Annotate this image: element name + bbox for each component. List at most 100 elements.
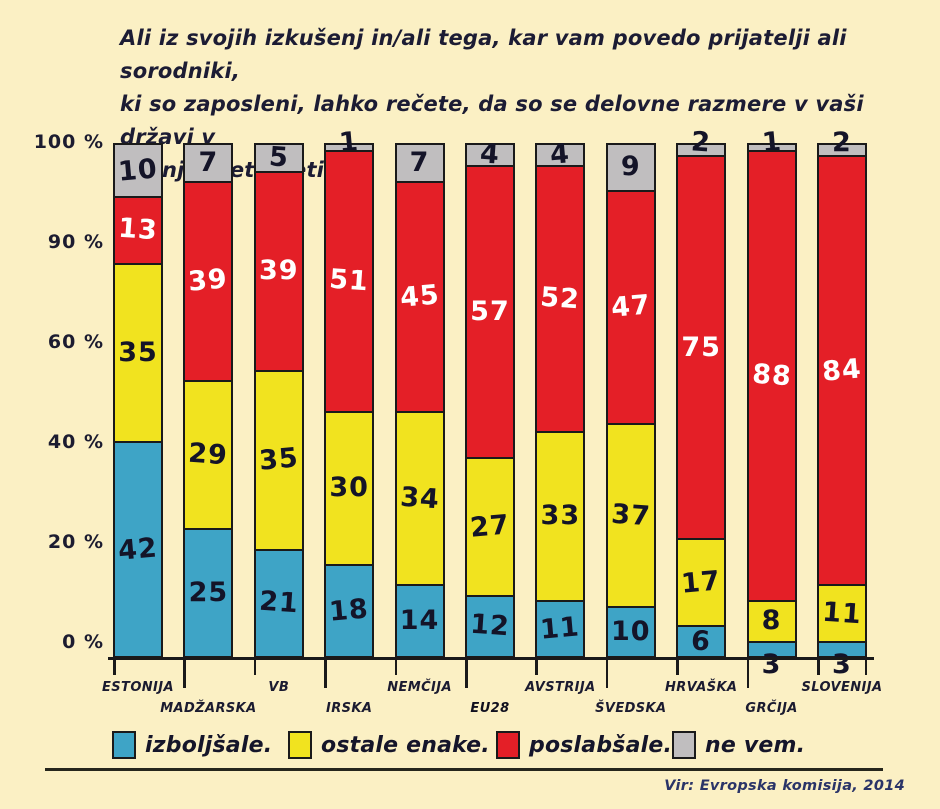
segment-value: 39 [258,255,299,287]
segment-value: 7 [198,146,219,178]
segment-value: 57 [470,296,510,328]
segment-blue-grčija: 3 [748,640,795,678]
axis-tick [817,658,820,675]
segment-red-švedska: 47 [607,189,654,423]
segment-value: 45 [398,279,441,314]
segment-value: 30 [329,472,369,504]
segment-blue-vb: 21 [255,548,302,656]
segment-gray-švedska: 9 [607,145,654,190]
bar-eu28: 4 57 27 12 [464,139,515,658]
segment-red-estonija: 13 [115,196,161,263]
bar-hrvaška: 2 75 17 6 [676,126,727,658]
segment-blue-hrvaška: 6 [678,625,725,658]
country-label-nemčija: NEMČIJA [387,680,452,695]
axis-tick [605,658,609,688]
segment-value: 18 [328,593,371,628]
segment-value: 33 [540,500,581,532]
segment-value: 75 [681,331,721,363]
footer-divider [45,768,883,771]
source-credit: Vir: Evropska komisija, 2014 [664,778,905,794]
y-axis-label: 40 % [47,431,104,453]
legend-item-yellow: ostale enake. [288,729,490,761]
axis-tick [535,658,538,675]
segment-red-eu28: 57 [466,165,513,457]
axis-tick [746,658,750,688]
segment-blue-nemčija: 14 [396,584,443,656]
segment-value: 39 [187,263,230,299]
segment-value: 5 [267,141,290,174]
country-label-estonija: ESTONIJA [102,680,174,695]
segment-value: 10 [116,152,160,188]
legend-swatch-gray [672,731,696,759]
segment-blue-madžarska: 25 [185,528,232,656]
plot-area: 10 13 35 42 7 39 29 25 5 39 35 21 1 51 30 18 7 45 34 14 4 57 2… [113,126,867,678]
country-label-švedska: ŠVEDSKA [595,701,667,716]
legend-label: ne vem. [705,732,806,758]
axis-tick [394,658,398,675]
segment-blue-eu28: 12 [466,594,513,656]
axis-tick [253,658,257,675]
segment-value: 25 [188,577,229,609]
segment-gray-eu28: 4 [466,139,513,171]
segment-value: 35 [118,336,158,368]
segment-red-slovenija: 84 [818,155,865,585]
segment-yellow-slovenija: 11 [818,584,865,641]
segment-value: 13 [117,212,159,247]
segment-yellow-vb: 35 [255,369,302,549]
legend-label: ostale enake. [321,732,490,758]
segment-red-grčija: 88 [748,150,795,600]
segment-value: 11 [821,596,863,630]
axis-tick [676,658,679,675]
segment-value: 6 [690,625,713,658]
segment-value: 52 [539,281,582,316]
segment-value: 51 [328,264,371,298]
legend-item-gray: ne vem. [672,729,805,761]
segment-red-avstrija: 52 [537,165,584,432]
segment-gray-irska: 1 [326,126,373,159]
segment-red-hrvaška: 75 [678,155,725,539]
segment-value: 88 [750,358,793,393]
segment-value: 2 [832,127,852,158]
segment-value: 8 [761,605,782,637]
segment-gray-avstrija: 4 [537,138,584,171]
country-label-irska: IRSKA [326,701,373,716]
country-label-madžarska: MADŽARSKA [160,701,257,716]
segment-red-irska: 51 [326,150,373,411]
y-axis-label: 90 % [47,231,104,253]
bar-slovenija: 2 84 11 3 [816,129,867,678]
segment-value: 14 [399,605,440,637]
segment-yellow-grčija: 8 [748,599,795,641]
segment-yellow-avstrija: 33 [537,431,584,600]
axis-tick [113,658,116,675]
segment-red-madžarska: 39 [185,180,232,381]
segment-blue-slovenija: 3 [818,640,865,678]
segment-yellow-nemčija: 34 [396,410,443,585]
legend-label: izboljšale. [145,732,273,758]
chart-title-line-2: ki so zaposleni, lahko rečete, da so se … [120,92,864,149]
segment-value: 11 [539,611,582,646]
country-label-eu28: EU28 [470,701,510,716]
chart-title-line-1: Ali iz svojih izkušenj in/ali tega, kar … [120,26,847,83]
segment-yellow-švedska: 37 [607,422,654,607]
legend-item-blue: izboljšale. [112,729,272,761]
segment-value: 34 [398,481,441,515]
x-axis-line [108,656,874,660]
y-axis-label: 20 % [47,531,104,553]
bar-avstrija: 4 52 33 11 [535,138,586,658]
segment-value: 27 [468,509,511,544]
legend-swatch-blue [112,731,136,759]
bar-nemčija: 7 45 34 14 [394,143,445,658]
segment-value: 35 [257,442,300,477]
segment-blue-irska: 18 [326,564,373,656]
segment-yellow-irska: 30 [326,410,373,565]
y-axis-label: 100 % [33,131,104,153]
segment-value: 17 [680,565,723,600]
segment-gray-vb: 5 [255,141,302,174]
segment-value: 2 [690,126,713,159]
segment-gray-hrvaška: 2 [678,126,725,159]
country-label-grčija: GRČIJA [745,701,798,716]
segment-gray-slovenija: 2 [818,129,865,156]
segment-yellow-estonija: 35 [115,262,161,442]
legend-swatch-yellow [288,731,312,759]
